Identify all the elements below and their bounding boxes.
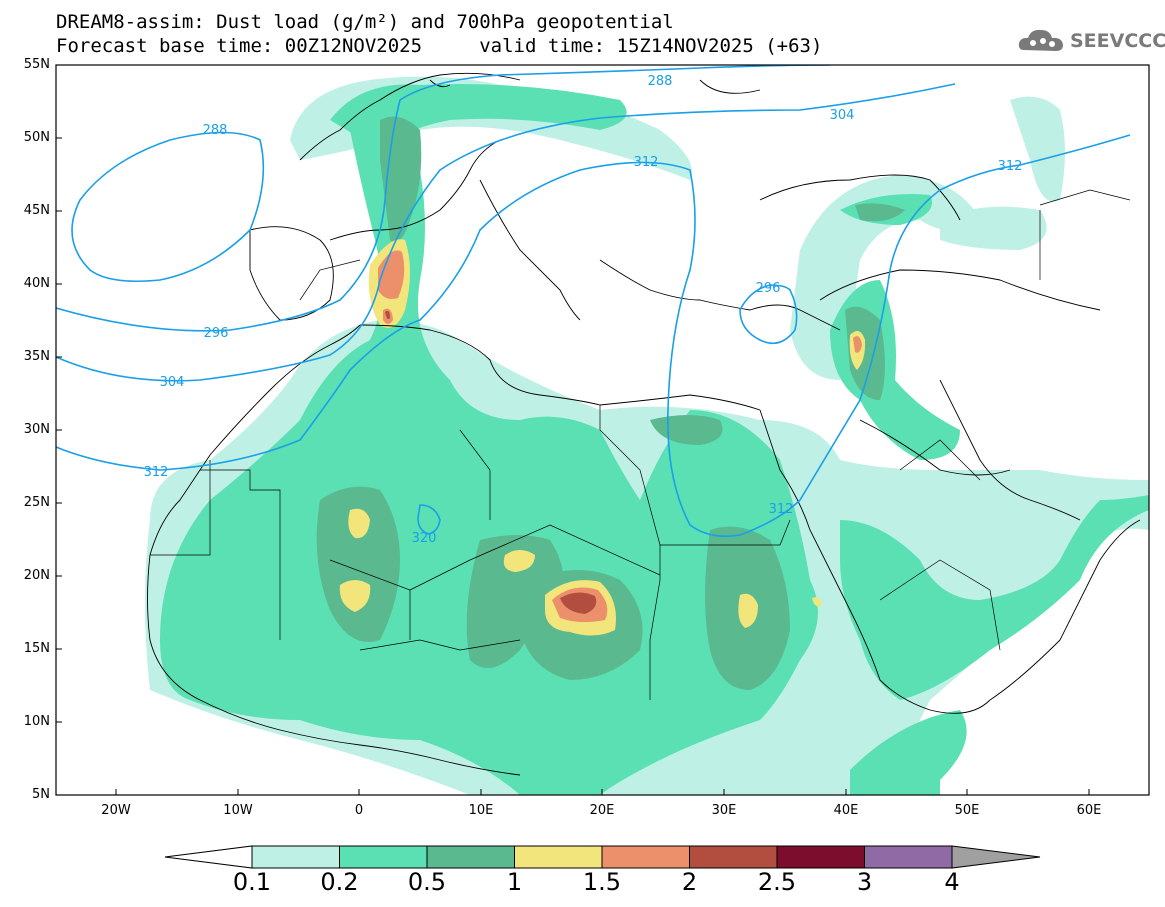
contour-label: 304 xyxy=(830,108,855,123)
contour-label: 296 xyxy=(756,281,781,296)
seevccc-logo: SEEVCCC xyxy=(1018,24,1165,58)
lon-label: 10W xyxy=(223,803,253,818)
colorbar-swatch xyxy=(689,845,778,869)
colorbar-tick: 2.5 xyxy=(757,868,797,896)
lon-label: 30E xyxy=(711,803,737,818)
contour-label: 288 xyxy=(203,123,228,138)
lat-label: 20N xyxy=(23,568,50,583)
contour-label: 312 xyxy=(769,502,794,517)
lat-label: 25N xyxy=(23,495,50,510)
colorbar-low-arrow xyxy=(164,845,253,869)
contour-label: 304 xyxy=(160,375,185,390)
colorbar-swatch xyxy=(251,845,340,869)
cloud-logo-icon xyxy=(1018,29,1063,51)
lat-label: 30N xyxy=(23,422,50,437)
lat-label: 35N xyxy=(23,349,50,364)
colorbar-swatch xyxy=(601,845,690,869)
colorbar-tick: 0.2 xyxy=(320,868,359,896)
contour-label: 320 xyxy=(412,531,437,546)
lon-label: 10E xyxy=(468,803,494,818)
colorbar-tick: 2 xyxy=(681,868,698,896)
colorbar-swatch xyxy=(514,845,603,869)
map-title: DREAM8-assim: Dust load (g/m²) and 700hP… xyxy=(56,11,674,33)
contour-label: 312 xyxy=(998,159,1023,174)
axis-ticks xyxy=(56,64,1090,795)
colorbar-tick: 4 xyxy=(944,868,960,896)
lon-label: 50E xyxy=(954,803,980,818)
lon-label: 0 xyxy=(354,803,364,818)
contour-label: 312 xyxy=(634,155,659,170)
lon-label: 40E xyxy=(833,803,859,818)
colorbar-tick: 0.5 xyxy=(407,868,447,896)
lat-label: 40N xyxy=(23,276,50,291)
lon-label: 60E xyxy=(1076,803,1102,818)
colorbar-swatch xyxy=(339,845,428,869)
lat-label: 45N xyxy=(23,203,50,218)
lat-label: 5N xyxy=(32,787,50,802)
colorbar-tick: 3 xyxy=(856,868,873,896)
colorbar xyxy=(164,845,1041,869)
dust-fill-layer xyxy=(145,76,1149,795)
colorbar-tick: 1 xyxy=(506,868,523,896)
colorbar-swatch xyxy=(864,845,953,869)
lat-label: 55N xyxy=(23,57,50,72)
border-layer xyxy=(150,189,1131,700)
contour-labels: 288 288 296 296 304 304 304 312 312 312 … xyxy=(144,74,1023,546)
lat-label: 15N xyxy=(23,641,50,656)
contour-label: 312 xyxy=(144,465,169,480)
colorbar-swatch xyxy=(426,845,515,869)
lat-label: 10N xyxy=(23,714,50,729)
coastline-layer xyxy=(147,72,1141,776)
forecast-times: Forecast base time: 00Z12NOV2025 valid t… xyxy=(56,35,823,57)
contour-label: 296 xyxy=(204,326,229,341)
colorbar-tick: 0.1 xyxy=(232,868,272,896)
lat-label: 50N xyxy=(23,130,50,145)
colorbar-tick: 1.5 xyxy=(582,868,622,896)
colorbar-swatch xyxy=(776,845,865,869)
contour-label: 288 xyxy=(648,74,673,89)
geopotential-contours xyxy=(56,65,1131,538)
logo-text: SEEVCCC xyxy=(1070,30,1165,52)
lon-label: 20E xyxy=(589,803,615,818)
colorbar-high-arrow xyxy=(951,845,1041,869)
lon-label: 20W xyxy=(101,803,131,818)
